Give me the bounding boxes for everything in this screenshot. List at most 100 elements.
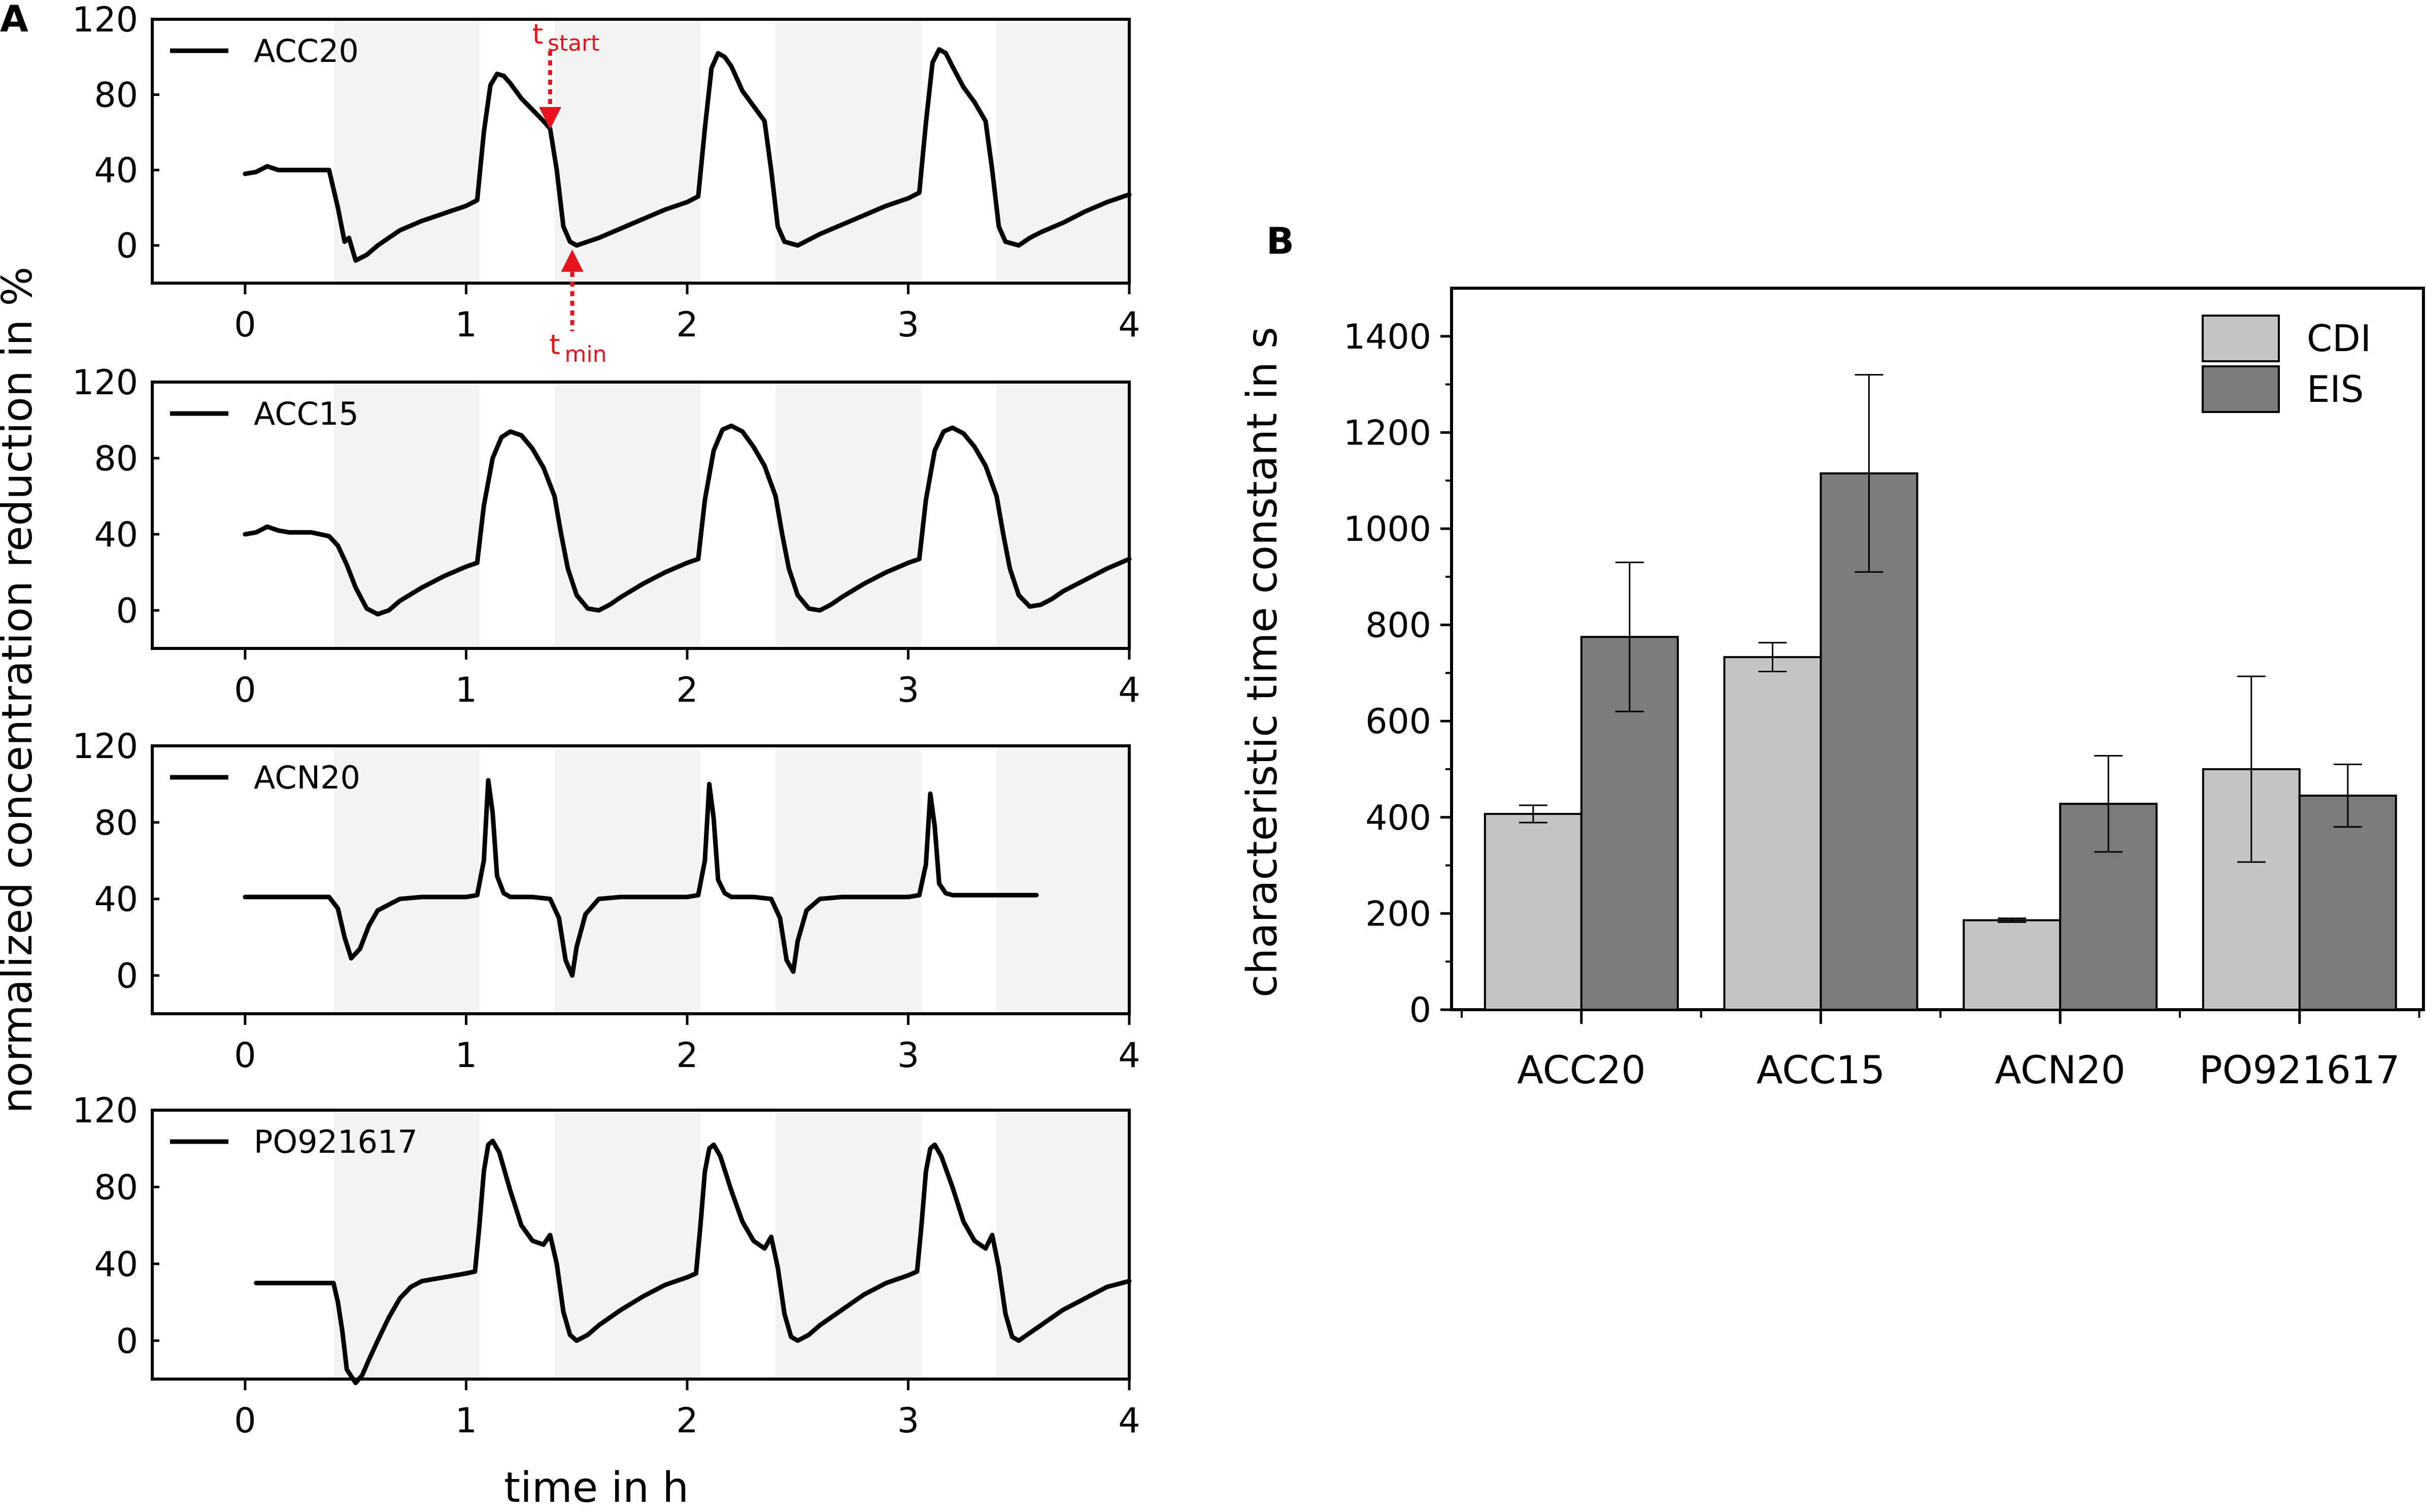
x-tick-label: 4	[1118, 305, 1140, 345]
y-tick-label: 1400	[1343, 317, 1431, 357]
shaded-interval	[554, 19, 701, 283]
x-tick-label: 2	[676, 305, 698, 345]
shaded-interval	[996, 19, 1129, 283]
shaded-interval	[996, 1110, 1129, 1379]
x-tick-label: 3	[897, 1401, 919, 1441]
plot-frame	[151, 381, 1131, 650]
x-tick-label: 0	[234, 670, 256, 710]
y-tick-label: 600	[1365, 702, 1431, 742]
x-tick-label: 2	[676, 670, 698, 710]
x-tick-label: 1	[455, 670, 477, 710]
bar-cdi-acc15	[1723, 656, 1822, 1011]
shaded-interval	[776, 746, 922, 1014]
t-start-arrowhead	[538, 107, 561, 129]
legend-label: ACC20	[254, 32, 359, 70]
y-tick-label: 40	[94, 880, 138, 920]
series-line-acn20	[243, 778, 1039, 978]
y-tick-label: 1200	[1343, 413, 1431, 453]
y-tick-label: 40	[94, 151, 138, 191]
category-label: ACC20	[1517, 1047, 1646, 1092]
panel-a-ylabel: normalized concentration reduction in %	[0, 266, 42, 1113]
category-label: ACC15	[1757, 1047, 1885, 1092]
y-tick-label: 0	[116, 226, 138, 266]
t-min-label: t	[549, 329, 560, 361]
shaded-interval	[333, 19, 480, 283]
subplot-acc15: 0 40 80 120 0 1 2 3 4 ACC15	[72, 363, 1140, 710]
legend-label-eis: EIS	[2307, 368, 2364, 410]
shaded-interval	[996, 746, 1129, 1014]
legend-label: ACN20	[254, 759, 360, 796]
y-tick-label: 120	[72, 1091, 138, 1131]
panel-a-xlabel: time in h	[504, 1464, 689, 1512]
y-tick-label: 200	[1365, 894, 1431, 934]
x-tick-label: 3	[897, 305, 919, 345]
y-tick-label: 80	[94, 1167, 138, 1208]
x-tick-label: 4	[1118, 1401, 1140, 1441]
shaded-interval	[776, 1110, 922, 1379]
shaded-interval	[333, 382, 480, 648]
x-tick-label: 3	[897, 670, 919, 710]
shaded-interval	[554, 382, 701, 648]
y-tick-label: 400	[1365, 798, 1431, 838]
t-start-subscript: start	[548, 30, 599, 56]
y-tick-label: 80	[94, 803, 138, 843]
y-tick-label: 40	[94, 515, 138, 555]
x-tick-label: 0	[234, 1401, 256, 1441]
x-tick-label: 4	[1118, 670, 1140, 710]
x-tick-label: 0	[234, 305, 256, 345]
plot-frame	[151, 1109, 1131, 1381]
x-tick-label: 1	[455, 305, 477, 345]
y-tick-label: 0	[1409, 990, 1431, 1030]
series-line-acc20	[243, 47, 1132, 263]
y-tick-label: 80	[94, 439, 138, 479]
panel-b-bar-chart: 0 200 400 600 800 1000 1200 1400 ACC20 ACC15 ACN20…	[1343, 287, 2425, 1092]
t-start-label: t	[532, 18, 543, 50]
category-label: PO921617	[2199, 1047, 2400, 1092]
shaded-interval	[333, 746, 480, 1014]
panel-a-letter: A	[0, 0, 28, 40]
y-tick-label: 0	[116, 956, 138, 996]
bar-cdi-acc20	[1484, 813, 1582, 1011]
x-tick-label: 2	[676, 1401, 698, 1441]
legend-label: ACC15	[254, 395, 359, 432]
bar-eis-po921617	[2298, 795, 2397, 1011]
legend-label-cdi: CDI	[2307, 317, 2371, 360]
legend-swatch-eis	[2202, 365, 2280, 413]
t-min-subscript: min	[564, 341, 606, 367]
y-tick-label: 120	[72, 0, 138, 40]
shaded-interval	[333, 1110, 480, 1379]
shaded-interval	[776, 382, 922, 648]
x-tick-label: 1	[455, 1036, 477, 1076]
shaded-interval	[996, 382, 1129, 648]
y-tick-label: 0	[116, 1321, 138, 1361]
shaded-interval	[554, 746, 701, 1014]
subplot-acn20: 0 40 80 120 0 1 2 3 4 ACN20	[72, 727, 1140, 1076]
shaded-interval	[554, 1110, 701, 1379]
bar-cdi-acn20	[1963, 919, 2062, 1011]
t-min-arrowhead	[561, 249, 584, 272]
y-tick-label: 80	[94, 76, 138, 116]
y-tick-label: 0	[116, 591, 138, 631]
x-tick-label: 0	[234, 1036, 256, 1076]
panel-b-letter: B	[1266, 220, 1294, 262]
y-tick-label: 120	[72, 363, 138, 403]
plot-frame	[151, 18, 1131, 285]
x-tick-label: 1	[455, 1401, 477, 1441]
x-tick-label: 4	[1118, 1036, 1140, 1076]
x-tick-label: 3	[897, 1036, 919, 1076]
panel-b-ylabel: characteristic time constant in s	[1238, 327, 1287, 998]
subplot-po921617: 0 40 80 120 0 1 2 3 4 PO921617	[72, 1091, 1140, 1441]
category-label: ACN20	[1995, 1047, 2126, 1092]
y-tick-label: 40	[94, 1245, 138, 1285]
legend-label: PO921617	[254, 1123, 418, 1160]
y-tick-label: 1000	[1343, 509, 1431, 549]
y-tick-label: 120	[72, 727, 138, 767]
legend-swatch-cdi	[2202, 315, 2280, 362]
x-tick-label: 2	[676, 1036, 698, 1076]
y-tick-label: 800	[1365, 606, 1431, 646]
series-line-acc15	[243, 423, 1132, 616]
plot-frame	[151, 744, 1131, 1015]
